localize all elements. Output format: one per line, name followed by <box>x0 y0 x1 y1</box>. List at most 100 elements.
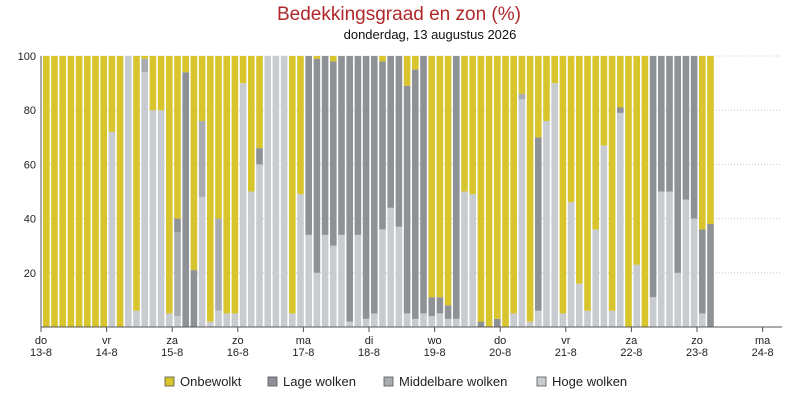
bar-segment <box>338 234 345 327</box>
bar-segment <box>190 56 198 271</box>
bar-layer <box>43 56 714 327</box>
bar-segment <box>198 196 206 327</box>
x-tick-day-label: do <box>494 335 506 347</box>
bar-segment <box>141 56 148 59</box>
bar-segment <box>436 297 444 314</box>
bar-segment <box>379 61 386 230</box>
bar-segment <box>223 313 230 327</box>
bar-segment <box>543 121 550 327</box>
y-tick-label: 80 <box>24 105 36 117</box>
bar-segment <box>403 56 411 86</box>
bar-segment <box>100 56 107 327</box>
bar-segment <box>182 56 189 73</box>
bar-segment <box>297 194 304 327</box>
bar-segment <box>559 56 567 314</box>
bar-segment <box>51 56 58 327</box>
bar-segment <box>617 112 624 327</box>
bar-segment <box>420 56 427 314</box>
bar-segment <box>608 56 616 311</box>
bar-segment <box>157 56 165 111</box>
bar-segment <box>551 56 558 84</box>
legend-label: Middelbare wolken <box>399 374 507 389</box>
x-tick-day-label: di <box>365 335 374 347</box>
x-tick-date-label: 20-8 <box>489 347 511 359</box>
bar-segment <box>592 229 599 327</box>
bar-segment <box>190 270 198 327</box>
bar-segment <box>125 56 132 327</box>
chart-subtitle: donderdag, 13 augustus 2026 <box>344 27 517 42</box>
x-tick-date-label: 23-8 <box>686 347 708 359</box>
bar-segment <box>469 56 476 195</box>
bar-segment <box>256 148 263 165</box>
x-tick-day-label: za <box>166 335 179 347</box>
bar-segment <box>403 85 411 314</box>
bar-segment <box>141 58 148 73</box>
bar-segment <box>289 56 296 314</box>
bar-segment <box>149 56 157 111</box>
bar-segment <box>198 121 206 197</box>
bar-segment <box>215 310 222 327</box>
x-tick-day-label: vr <box>561 335 571 347</box>
bar-segment <box>469 194 476 327</box>
bar-segment <box>412 56 419 70</box>
bar-segment <box>313 272 321 327</box>
bar-segment <box>84 56 91 327</box>
bar-segment <box>305 234 312 327</box>
x-tick-date-label: 18-8 <box>358 347 380 359</box>
bar-segment <box>477 321 485 327</box>
bar-segment <box>305 56 312 235</box>
bar-segment <box>239 83 247 327</box>
bar-segment <box>699 229 706 314</box>
y-tick-label: 40 <box>24 214 36 226</box>
bar-segment <box>330 61 337 246</box>
legend-swatch <box>536 376 547 387</box>
bar-segment <box>412 318 419 327</box>
bar-segment <box>649 297 657 327</box>
bar-segment <box>485 56 493 327</box>
bar-segment <box>248 191 255 327</box>
bar-segment <box>67 56 75 327</box>
bar-segment <box>477 56 485 322</box>
bar-segment <box>354 234 362 327</box>
bar-segment <box>321 234 329 327</box>
axis-layer: 20406080100do13-8vr14-8za15-8zo16-8ma17-… <box>18 51 782 359</box>
bar-segment <box>321 56 329 235</box>
bar-segment <box>289 313 296 327</box>
bar-segment <box>256 56 263 149</box>
bar-segment <box>666 56 673 192</box>
bar-segment <box>658 56 665 192</box>
bar-segment <box>682 56 690 200</box>
bar-segment <box>559 313 567 327</box>
bar-segment <box>543 56 550 122</box>
bar-segment <box>182 72 189 327</box>
y-tick-label: 100 <box>18 51 36 63</box>
bar-segment <box>231 56 239 314</box>
bar-segment <box>166 313 173 327</box>
bar-segment <box>617 107 624 113</box>
legend-label: Onbewolkt <box>180 374 242 389</box>
bar-segment <box>174 316 181 327</box>
bar-segment <box>248 56 255 192</box>
bar-segment <box>371 313 378 327</box>
bar-segment <box>526 56 534 322</box>
bar-segment <box>149 110 157 327</box>
x-tick-day-label: ma <box>755 335 771 347</box>
bar-segment <box>674 272 681 327</box>
bar-segment <box>428 56 435 298</box>
bar-segment <box>444 318 452 327</box>
bar-segment <box>707 224 714 327</box>
bar-segment <box>174 232 181 317</box>
bar-segment <box>436 56 444 298</box>
bar-segment <box>600 145 608 327</box>
bar-segment <box>116 56 124 327</box>
bar-segment <box>461 191 468 327</box>
bar-segment <box>666 191 673 327</box>
bar-segment <box>239 56 247 84</box>
bar-segment <box>280 56 288 327</box>
bar-segment <box>608 310 616 327</box>
bar-segment <box>362 56 370 319</box>
bar-segment <box>641 56 649 327</box>
bar-segment <box>699 56 706 230</box>
bar-segment <box>108 131 116 327</box>
